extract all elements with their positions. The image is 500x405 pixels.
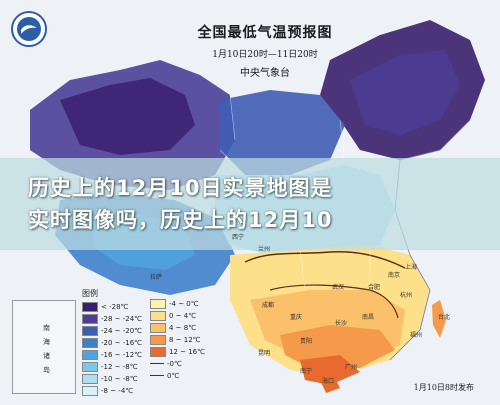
legend-row: 4 ~ 8℃ xyxy=(150,322,210,333)
legend-label: 8 ~ 12℃ xyxy=(169,335,201,344)
place-label: 贵阳 xyxy=(300,338,313,345)
legend-label: -8 ~ -4℃ xyxy=(101,386,134,395)
place-label: 长沙 xyxy=(335,320,348,327)
place-label: 南宁 xyxy=(300,368,313,375)
map-title: 全国最低气温预报图 xyxy=(197,25,333,41)
legend-title: 图例 xyxy=(82,289,98,298)
inset-label: 南 xyxy=(43,324,50,332)
place-label: 武汉 xyxy=(332,284,345,291)
place-label: 南京 xyxy=(388,272,401,279)
inset-label: 岛 xyxy=(43,366,50,374)
legend-swatch xyxy=(150,322,166,333)
legend-swatch xyxy=(82,373,98,384)
place-label: 海口 xyxy=(322,378,335,385)
legend-row-isotherm-2: 0℃ xyxy=(150,370,210,381)
legend-label: -0℃ xyxy=(167,359,182,368)
map-subtitle: 1月10日20时—11日20时 xyxy=(212,50,318,60)
legend-swatch xyxy=(150,298,166,309)
legend-row: -10 ~ -8℃ xyxy=(82,373,152,384)
headline-line-1: 历史上的12月10日实景地图是 xyxy=(28,176,333,200)
place-label: 杭州 xyxy=(400,292,413,299)
legend-row: < -28℃ xyxy=(82,301,152,312)
inset-label: 海 xyxy=(43,338,50,346)
place-label: 拉萨 xyxy=(150,274,163,281)
map-legend-warm: -4 ~ 0℃ 0 ~ 4℃ 4 ~ 8℃ 8 ~ 12℃ 12 ~ 16℃ -0℃ 0… xyxy=(150,298,210,382)
legend-label: -10 ~ -8℃ xyxy=(101,374,138,383)
legend-row: -28 ~ -24℃ xyxy=(82,313,152,324)
map-issuer: 中央气象台 xyxy=(240,68,290,79)
legend-label: -28 ~ -24℃ xyxy=(101,314,143,323)
place-label: 广州 xyxy=(345,364,358,371)
legend-row: 0 ~ 4℃ xyxy=(150,310,210,321)
south-china-sea-inset: 南 海 诸 岛 xyxy=(12,300,76,394)
headline-overlay: 历史上的12月10日实景地图是 实时图像吗，历史上的12月10 xyxy=(0,158,500,250)
legend-row: -12 ~ -8℃ xyxy=(82,361,152,372)
legend-swatch xyxy=(82,349,98,360)
place-label: 重庆 xyxy=(290,314,303,321)
legend-swatch xyxy=(82,301,98,312)
legend-row: -4 ~ 0℃ xyxy=(150,298,210,309)
inset-label: 诸 xyxy=(43,352,50,360)
map-legend-cold: 图例 < -28℃ -28 ~ -24℃ -24 ~ -20℃ -20 ~ -16℃ -… xyxy=(82,288,152,397)
legend-row: -20 ~ -16℃ xyxy=(82,337,152,348)
headline-line-2: 实时图像吗，历史上的12月10 xyxy=(28,208,333,232)
legend-swatch xyxy=(150,346,166,357)
place-label: 兰州 xyxy=(258,246,271,253)
legend-row: -8 ~ -4℃ xyxy=(82,385,152,396)
legend-row: -24 ~ -20℃ xyxy=(82,325,152,336)
legend-swatch xyxy=(82,313,98,324)
legend-swatch xyxy=(82,385,98,396)
legend-row: 12 ~ 16℃ xyxy=(150,346,210,357)
place-label: 福州 xyxy=(410,332,423,339)
place-label: 昆明 xyxy=(258,350,271,357)
legend-label: 4 ~ 8℃ xyxy=(169,323,197,332)
isotherm-swatch xyxy=(150,363,164,364)
legend-swatch xyxy=(82,361,98,372)
legend-label: -12 ~ -8℃ xyxy=(101,362,138,371)
place-label: 合肥 xyxy=(368,284,381,291)
legend-label: -20 ~ -16℃ xyxy=(101,338,143,347)
place-label: 台北 xyxy=(438,314,451,321)
legend-row: -16 ~ -12℃ xyxy=(82,349,152,360)
legend-label: 0 ~ 4℃ xyxy=(169,311,197,320)
legend-label: 12 ~ 16℃ xyxy=(169,347,205,356)
place-label: 成都 xyxy=(262,302,275,309)
legend-label: < -28℃ xyxy=(101,302,129,311)
legend-swatch xyxy=(82,337,98,348)
cma-logo-icon xyxy=(11,11,47,47)
legend-label: 0℃ xyxy=(167,371,180,380)
legend-label: -24 ~ -20℃ xyxy=(101,326,143,335)
legend-swatch xyxy=(150,334,166,345)
legend-label: -4 ~ 0℃ xyxy=(169,299,199,308)
legend-swatch xyxy=(82,325,98,336)
place-label: 上海 xyxy=(405,264,418,271)
legend-swatch xyxy=(150,310,166,321)
place-label: 南昌 xyxy=(362,314,375,321)
legend-row-isotherm: -0℃ xyxy=(150,358,210,369)
issue-note: 1月10日8时发布 xyxy=(413,383,474,392)
place-label: 西宁 xyxy=(232,234,245,241)
legend-label: -16 ~ -12℃ xyxy=(101,350,143,359)
isotherm-swatch xyxy=(150,375,164,376)
legend-row: 8 ~ 12℃ xyxy=(150,334,210,345)
map-header: 全国最低气温预报图 1月10日20时—11日20时 中央气象台 xyxy=(150,22,380,79)
